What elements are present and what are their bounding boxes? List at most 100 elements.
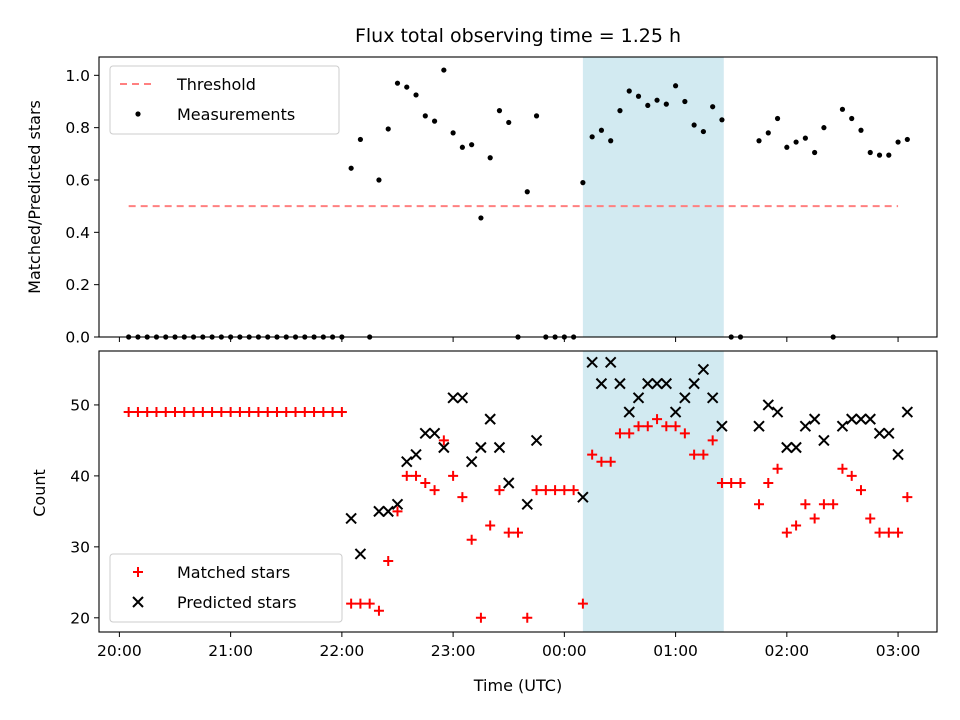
matched-star-point bbox=[401, 470, 412, 481]
predicted-star-point bbox=[447, 392, 459, 404]
measurement-point bbox=[506, 119, 512, 126]
predicted-star-point bbox=[577, 491, 589, 503]
predicted-star-point bbox=[846, 413, 858, 425]
predicted-star-point bbox=[651, 377, 663, 390]
axes-frame bbox=[98, 56, 938, 338]
matched-star-point bbox=[809, 513, 820, 524]
matched-star-point bbox=[253, 407, 264, 418]
measurement-point bbox=[469, 142, 475, 148]
matched-star-point bbox=[429, 485, 440, 496]
matched-star-point bbox=[188, 407, 199, 418]
measurement-point bbox=[858, 127, 864, 133]
predicted-star-point bbox=[892, 448, 904, 461]
predicted-star-point bbox=[391, 498, 404, 510]
matched-star-point bbox=[197, 407, 208, 418]
measurement-point bbox=[441, 67, 447, 73]
measurement-point bbox=[580, 180, 586, 186]
predicted-star-point bbox=[465, 455, 478, 468]
matched-star-point bbox=[522, 612, 533, 623]
predicted-star-point bbox=[660, 377, 673, 390]
matched-star-point bbox=[392, 506, 403, 517]
matched-star-point bbox=[837, 463, 848, 474]
matched-star-point bbox=[225, 407, 236, 418]
predicted-star-point bbox=[781, 441, 793, 454]
predicted-star-point bbox=[345, 512, 357, 525]
predicted-star-point bbox=[642, 377, 654, 390]
matched-star-point bbox=[893, 527, 904, 538]
matched-star-point bbox=[309, 407, 320, 418]
matched-star-point bbox=[207, 407, 218, 418]
matched-star-point bbox=[707, 435, 718, 446]
matched-star-point bbox=[698, 449, 709, 460]
matched-star-point bbox=[781, 527, 792, 538]
matched-star-point bbox=[670, 421, 681, 432]
predicted-star-point bbox=[604, 356, 617, 369]
predicted-star-point bbox=[679, 392, 691, 404]
matched-star-point bbox=[170, 407, 181, 418]
legend-box bbox=[109, 65, 340, 135]
highlight-span bbox=[582, 351, 724, 632]
y-tick-label: 0.4 bbox=[65, 224, 90, 242]
measurement-point bbox=[867, 149, 873, 156]
measurement-point bbox=[691, 122, 697, 128]
matched-star-point bbox=[485, 520, 496, 531]
chart-title: Flux total observing time = 1.25 h bbox=[355, 25, 681, 47]
measurement-point bbox=[394, 80, 401, 86]
y-tick-label: 0.0 bbox=[65, 329, 90, 347]
measurement-point bbox=[710, 104, 716, 110]
measurement-point bbox=[385, 126, 391, 132]
measurement-point bbox=[886, 152, 892, 158]
measurement-point bbox=[895, 139, 901, 145]
predicted-star-point bbox=[503, 477, 515, 489]
matched-star-point bbox=[865, 513, 876, 524]
predicted-star-point bbox=[586, 356, 598, 369]
matched-star-point bbox=[448, 470, 459, 481]
measurement-point bbox=[812, 149, 818, 156]
matched-star-point bbox=[633, 421, 644, 432]
y-tick-label: 40 bbox=[70, 467, 90, 485]
predicted-star-point bbox=[836, 420, 849, 432]
y-tick-label: 30 bbox=[70, 538, 90, 556]
matched-star-point bbox=[596, 456, 607, 467]
matched-star-point bbox=[373, 605, 384, 616]
matched-star-point bbox=[346, 598, 357, 609]
measurement-point bbox=[839, 106, 846, 112]
matched-star-point bbox=[716, 477, 727, 488]
measurement-point bbox=[756, 138, 762, 144]
predicted-star-point bbox=[901, 406, 914, 418]
measurement-point bbox=[719, 117, 725, 123]
matched-star-point bbox=[513, 527, 523, 538]
matched-star-point bbox=[846, 470, 857, 481]
matched-star-point bbox=[689, 449, 700, 460]
matched-star-point bbox=[299, 407, 310, 418]
measurement-point bbox=[765, 130, 771, 136]
legend-label: Matched stars bbox=[177, 563, 290, 582]
predicted-star-point bbox=[855, 413, 867, 425]
matched-star-point bbox=[438, 435, 449, 446]
bottom-y-axis-label: Count bbox=[30, 469, 49, 517]
measurement-point bbox=[682, 98, 688, 105]
matched-star-point bbox=[605, 456, 616, 467]
series-matched-stars bbox=[123, 407, 913, 623]
predicted-star-point bbox=[873, 427, 886, 440]
matched-star-point bbox=[383, 556, 394, 567]
y-tick-label: 50 bbox=[70, 396, 90, 414]
matched-star-point bbox=[132, 407, 143, 418]
measurement-point bbox=[793, 139, 799, 145]
measurement-point bbox=[422, 113, 428, 119]
measurement-point bbox=[376, 177, 382, 183]
axes-frame bbox=[98, 350, 938, 633]
matched-star-point bbox=[411, 470, 422, 481]
matched-star-point bbox=[475, 612, 486, 623]
matched-star-point bbox=[271, 407, 282, 418]
x-tick-label: 00:00 bbox=[542, 642, 587, 660]
measurement-point bbox=[348, 165, 354, 171]
matched-star-point bbox=[151, 407, 162, 418]
matched-star-point bbox=[763, 477, 774, 488]
matched-star-point bbox=[336, 407, 347, 418]
matched-star-point bbox=[902, 492, 913, 503]
measurement-point bbox=[904, 136, 910, 143]
measurement-point bbox=[617, 108, 623, 114]
matched-star-point bbox=[642, 421, 653, 432]
measurement-point bbox=[784, 144, 790, 150]
